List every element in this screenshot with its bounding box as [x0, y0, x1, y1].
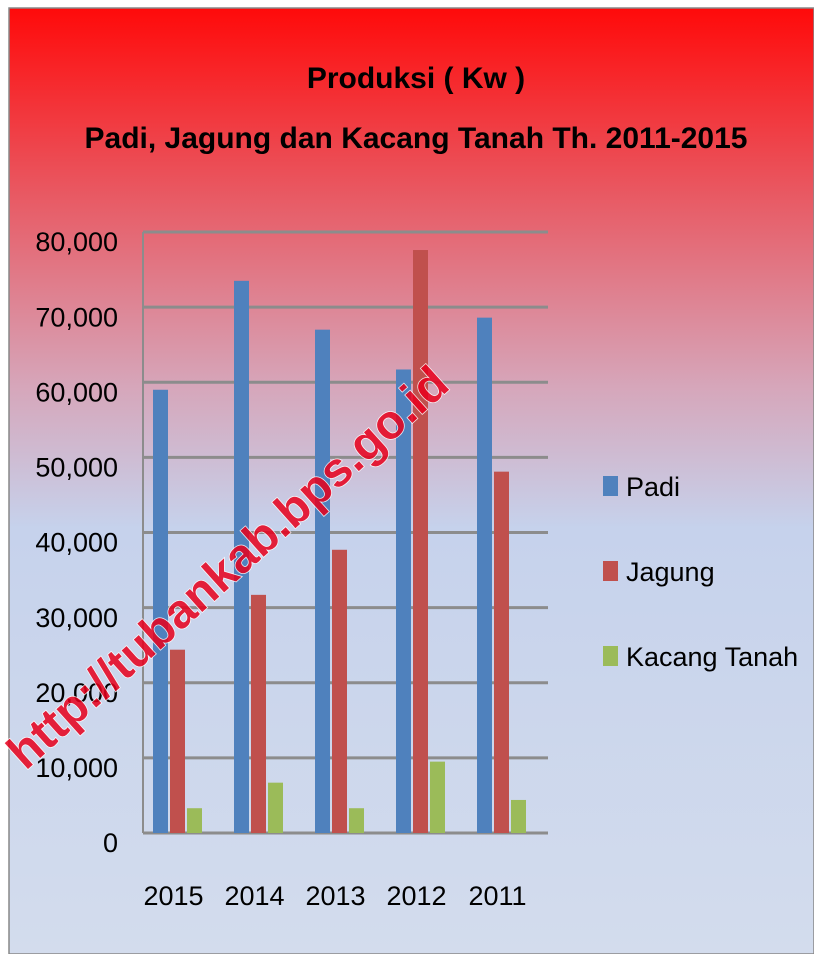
bar	[494, 471, 509, 833]
bar	[187, 808, 202, 833]
legend-swatch	[603, 476, 618, 496]
y-tick-label: 20,000	[35, 678, 118, 708]
legend-label: Jagung	[626, 557, 715, 587]
x-tick-label: 2012	[386, 881, 446, 911]
x-tick-label: 2015	[143, 881, 203, 911]
bar	[413, 250, 428, 833]
bar	[430, 761, 445, 833]
x-tick-label: 2011	[468, 881, 526, 911]
y-tick-label: 70,000	[35, 302, 118, 332]
y-tick-label: 10,000	[35, 753, 118, 783]
bar	[332, 549, 347, 833]
chart-title: Produksi ( Kw )	[307, 62, 525, 95]
y-tick-label: 80,000	[35, 227, 118, 257]
y-tick-label: 50,000	[35, 453, 118, 483]
legend-label: Padi	[626, 472, 680, 502]
bar	[396, 369, 411, 833]
bar	[349, 808, 364, 833]
y-tick-label: 40,000	[35, 528, 118, 558]
legend-swatch	[603, 561, 618, 581]
bar	[251, 594, 266, 833]
legend-label: Kacang Tanah	[626, 642, 798, 672]
chart-subtitle: Padi, Jagung dan Kacang Tanah Th. 2011-2…	[85, 122, 748, 155]
y-tick-label: 60,000	[35, 377, 118, 407]
bar	[477, 317, 492, 834]
legend-swatch	[603, 646, 618, 666]
bar	[234, 280, 249, 833]
bar	[153, 389, 168, 833]
x-tick-label: 2014	[224, 881, 284, 911]
y-tick-label: 30,000	[35, 603, 118, 633]
bar	[268, 782, 283, 833]
bar	[315, 329, 330, 833]
bar	[511, 799, 526, 833]
x-tick-label: 2013	[305, 881, 365, 911]
bar	[170, 649, 185, 833]
y-tick-label: 0	[103, 828, 118, 858]
